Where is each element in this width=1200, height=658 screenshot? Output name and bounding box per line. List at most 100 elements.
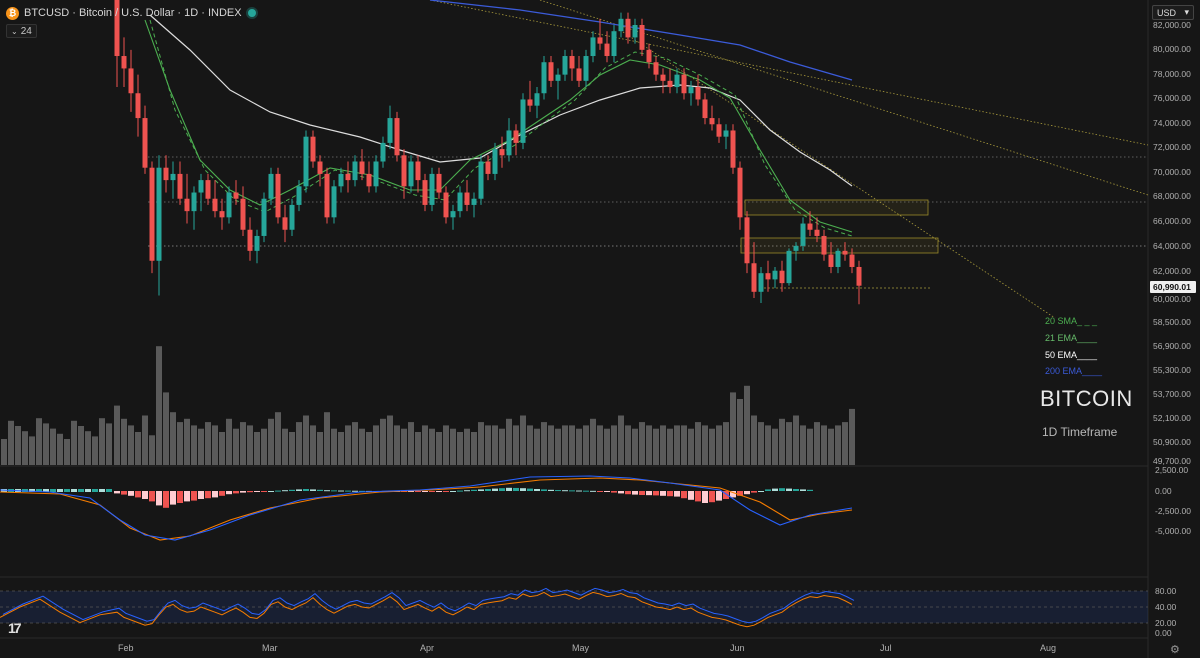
volume-bar — [408, 422, 414, 465]
volume-bar — [576, 428, 582, 465]
volume-bar — [555, 428, 561, 465]
macd-histogram-bar — [702, 491, 708, 503]
macd-histogram-bar — [485, 489, 491, 491]
volume-bar — [597, 425, 603, 465]
volume-bar — [450, 428, 456, 465]
candle-body — [282, 217, 288, 230]
candle-body — [149, 167, 155, 261]
volume-bar — [205, 422, 211, 465]
macd-histogram-bar — [492, 488, 498, 491]
price-tick-label: 74,000.00 — [1153, 118, 1191, 128]
candle-body — [296, 186, 302, 205]
candle-body — [653, 62, 659, 75]
macd-histogram-bar — [184, 491, 190, 502]
resistance-zone-box — [740, 237, 939, 254]
gear-icon[interactable]: ⚙ — [1170, 644, 1180, 656]
collapse-indicators-button[interactable]: ⌄ 24 — [6, 24, 37, 38]
candle-body — [289, 204, 295, 230]
volume-bar — [233, 428, 239, 465]
macd-histogram-bar — [345, 490, 351, 492]
macd-histogram-bar — [156, 491, 162, 506]
volume-bar — [36, 418, 42, 465]
stoch-rsi-k-line — [2, 587, 855, 624]
candle-body — [541, 62, 547, 94]
legend-50ema: 50 EMA____ — [1045, 350, 1098, 360]
macd-histogram-bar — [667, 491, 673, 497]
macd-histogram-bar — [212, 491, 218, 498]
volume-bar — [429, 428, 435, 465]
volume-bar — [121, 418, 127, 465]
volume-bar — [1, 439, 7, 465]
macd-histogram-bar — [429, 491, 435, 492]
symbol-header[interactable]: ₿ BTCUSD · Bitcoin / U.S. Dollar · 1D · … — [6, 6, 256, 20]
volume-bar — [254, 432, 260, 465]
volume-bar — [499, 428, 505, 465]
volume-bar — [758, 422, 764, 465]
price-tick-label: 72,000.00 — [1153, 142, 1191, 152]
volume-bar — [660, 425, 666, 465]
time-tick-label: Jul — [880, 643, 892, 653]
volume-bar — [541, 422, 547, 465]
legend-20sma: 20 SMA_ _ _ — [1045, 316, 1098, 326]
current-price-marker — [1150, 281, 1196, 293]
candle-body — [744, 217, 750, 264]
macd-histogram-bar — [310, 489, 316, 491]
macd-histogram-bar — [422, 491, 428, 492]
candle-body — [254, 235, 260, 251]
macd-histogram-bar — [205, 491, 211, 499]
volume-bar — [57, 433, 63, 465]
volume-bar — [422, 425, 428, 465]
candle-body — [142, 118, 148, 168]
current-price-label: 60,990.01 — [1153, 282, 1191, 292]
volume-bar — [618, 415, 624, 465]
volume-bar — [611, 425, 617, 465]
volume-bar — [387, 415, 393, 465]
volume-bar — [247, 425, 253, 465]
candle-body — [506, 130, 512, 156]
candle-body — [331, 186, 337, 218]
volume-bar — [814, 422, 820, 465]
macd-histogram-bar — [261, 491, 267, 492]
macd-histogram-bar — [646, 491, 652, 496]
macd-histogram-bar — [793, 489, 799, 491]
volume-bar — [800, 425, 806, 465]
volume-bar — [64, 439, 70, 465]
volume-bar — [282, 428, 288, 465]
volume-bar — [43, 423, 49, 465]
macd-histogram-bar — [604, 491, 610, 492]
macd-histogram-bar — [240, 491, 246, 493]
volume-bar — [338, 432, 344, 465]
volume-bar — [50, 428, 56, 465]
market-status-icon — [247, 9, 256, 17]
macd-histogram-bar — [198, 491, 204, 499]
macd-histogram-bar — [450, 491, 456, 492]
price-tick-label: 82,000.00 — [1153, 20, 1191, 30]
volume-bar — [324, 412, 330, 465]
candle-body — [429, 173, 435, 205]
macd-histogram-bar — [415, 491, 421, 492]
macd-histogram-bar — [170, 491, 176, 505]
macd-histogram-bar — [583, 490, 589, 492]
macd-tick-label: -5,000.00 — [1155, 526, 1191, 536]
currency-selector[interactable]: USD ▾ — [1152, 5, 1194, 20]
macd-histogram-bar — [135, 491, 141, 498]
symbol-title: BTCUSD · Bitcoin / U.S. Dollar · 1D · IN… — [24, 7, 242, 19]
candle-body — [345, 173, 351, 181]
volume-bar — [786, 422, 792, 465]
volume-bar — [583, 425, 589, 465]
candle-body — [751, 263, 757, 292]
candle-body — [422, 180, 428, 205]
candle-body — [387, 118, 393, 143]
macd-histogram-bar — [331, 490, 337, 492]
volume-bar — [527, 425, 533, 465]
volume-bar — [366, 432, 372, 465]
volume-bar — [71, 420, 77, 465]
tradingview-logo-icon[interactable]: 17 — [8, 620, 22, 636]
time-tick-label: Apr — [420, 643, 434, 653]
candle-body — [359, 161, 365, 174]
time-tick-label: Jun — [730, 643, 745, 653]
time-tick-label: Aug — [1040, 643, 1056, 653]
candle-body — [366, 173, 372, 187]
macd-histogram-bar — [618, 491, 624, 494]
